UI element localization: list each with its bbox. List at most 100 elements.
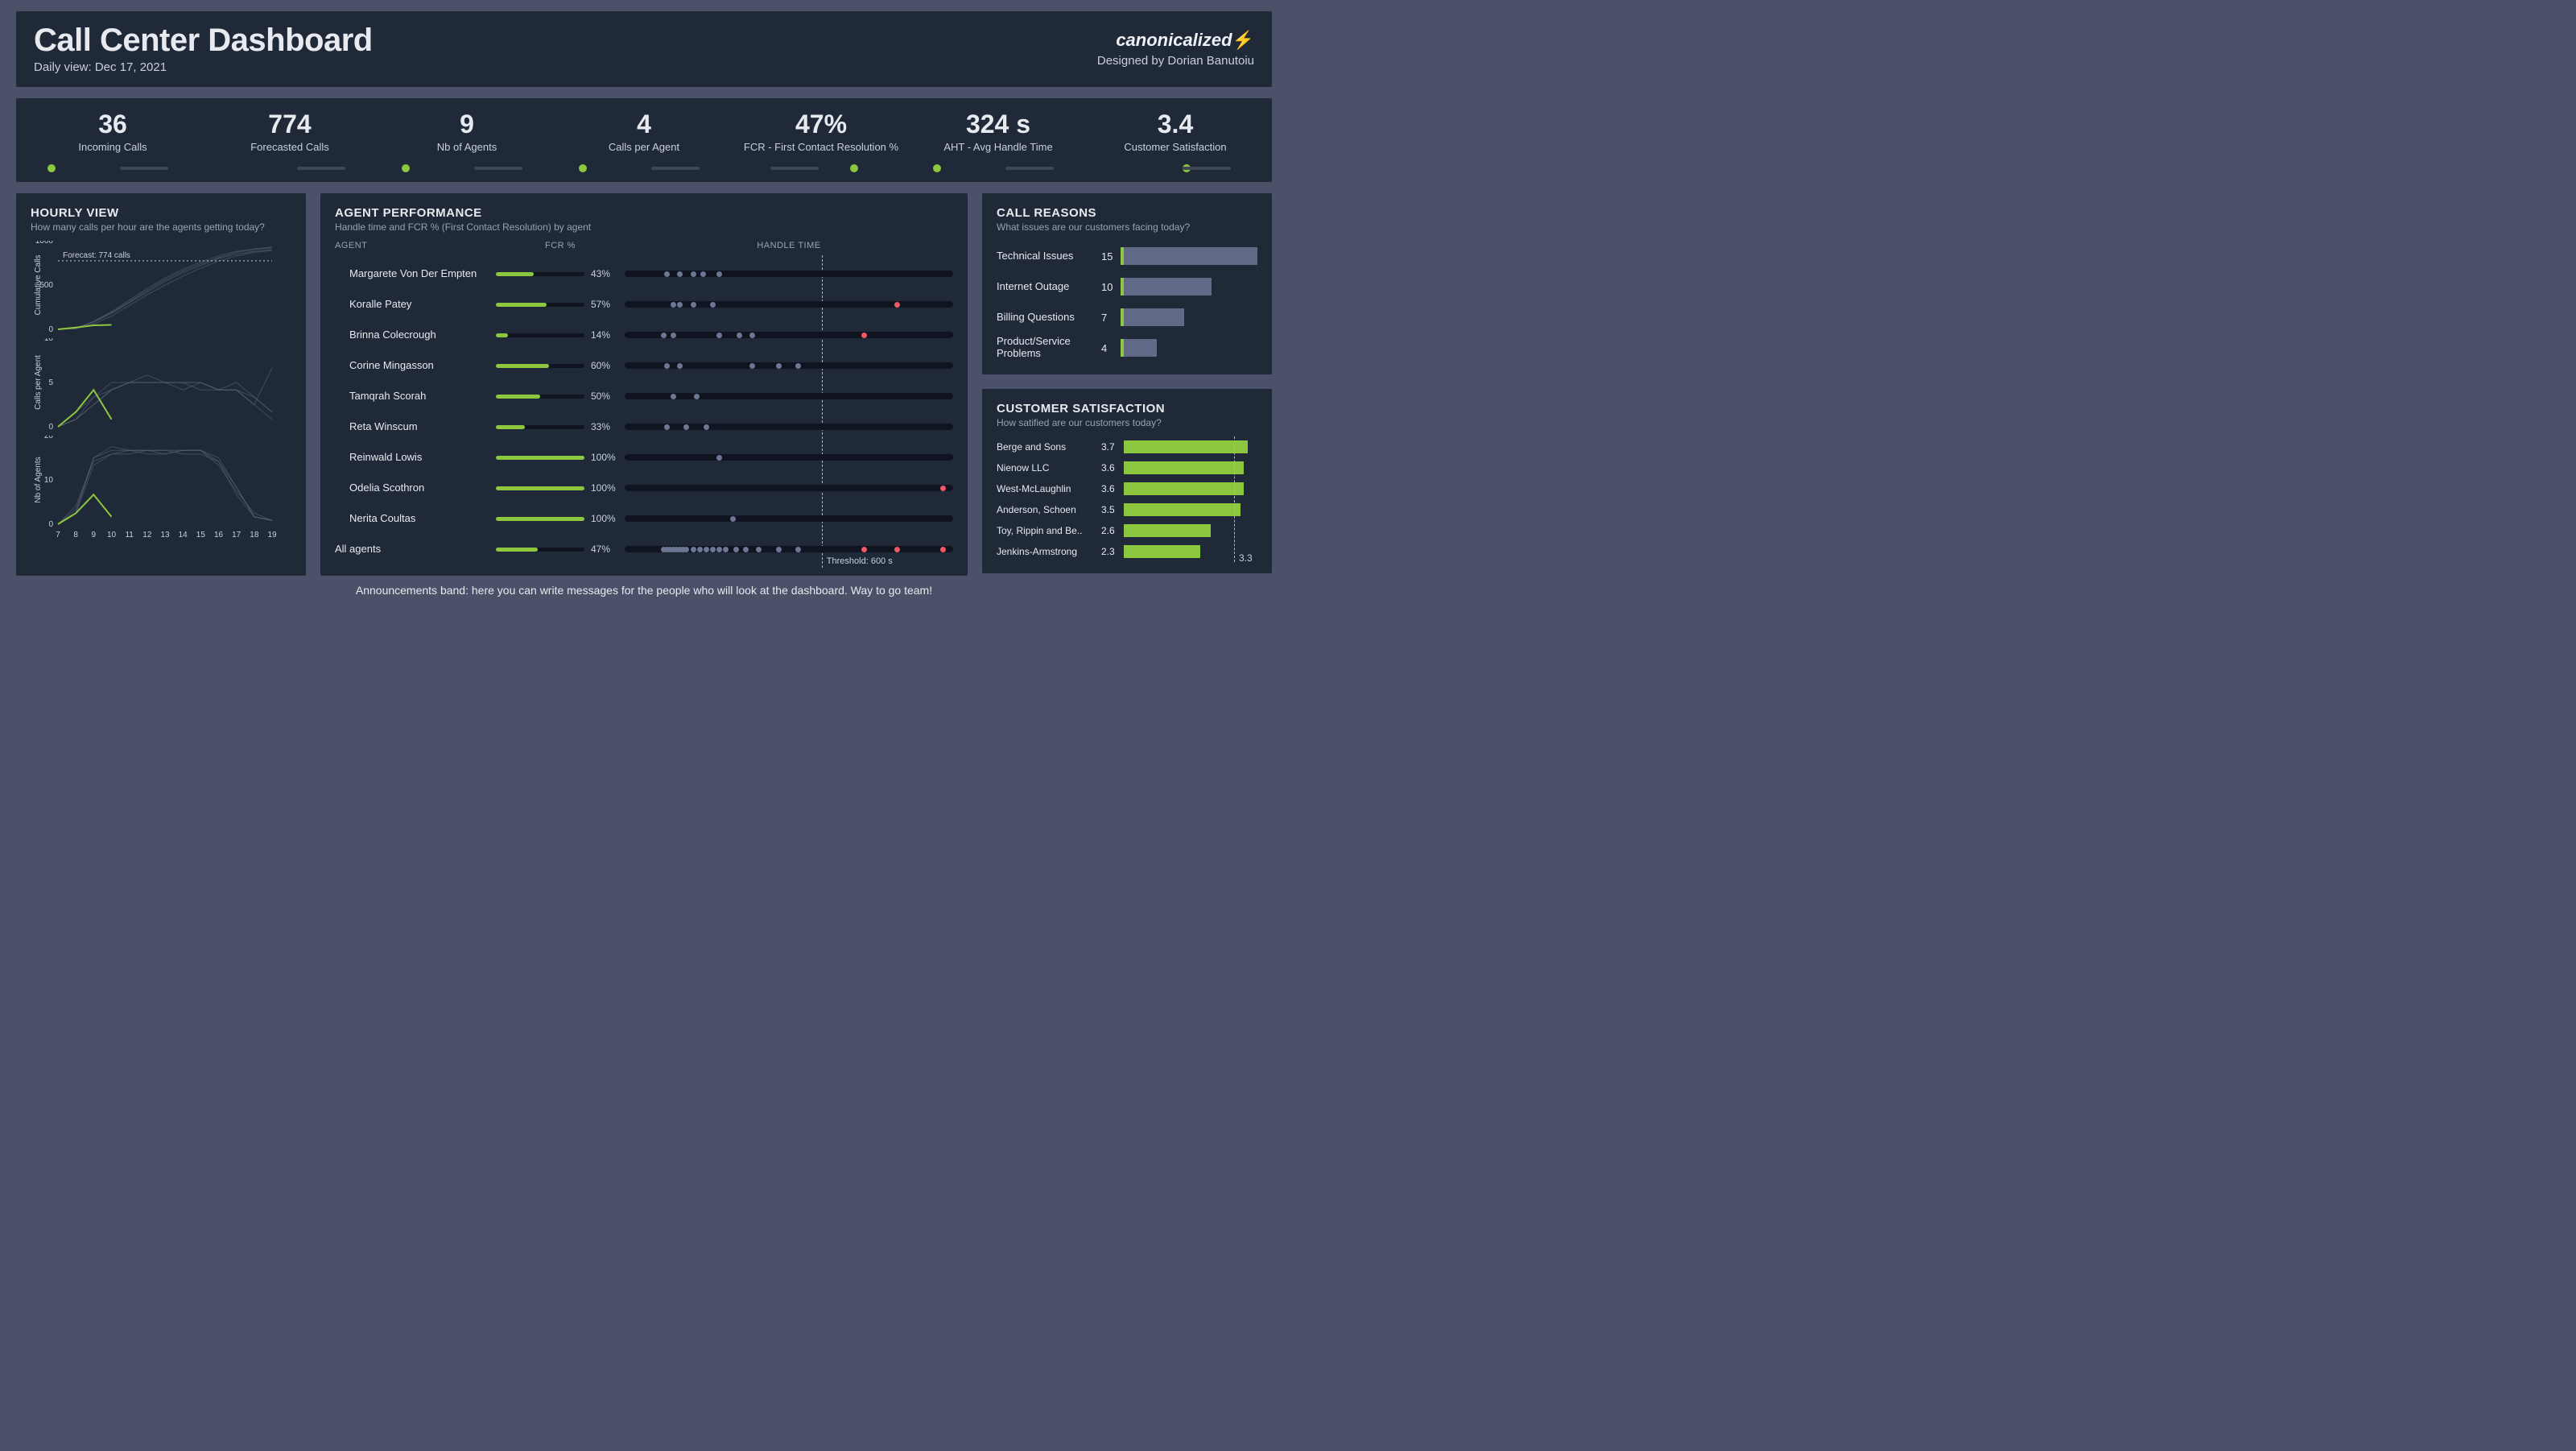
- csat-value: 3.6: [1101, 462, 1124, 473]
- kpi-label: Nb of Agents: [378, 141, 555, 153]
- csat-row: Nienow LLC 3.6: [997, 457, 1257, 478]
- col-handle-time: HANDLE TIME: [625, 241, 953, 250]
- csat-row: Jenkins-Armstrong 2.3: [997, 541, 1257, 562]
- fcr-pct: 57%: [584, 299, 625, 310]
- svg-text:1000: 1000: [35, 241, 54, 246]
- fcr-bar: [496, 486, 584, 490]
- svg-text:5: 5: [48, 378, 53, 387]
- kpi-strip: 36 Incoming Calls 774 Forecasted Calls 9…: [16, 98, 1272, 182]
- csat-bar: [1124, 524, 1211, 537]
- fcr-pct: 47%: [584, 544, 625, 555]
- agent-name: Reinwald Lowis: [335, 451, 496, 464]
- agent-name: Nerita Coultas: [335, 512, 496, 525]
- agent-name: Margarete Von Der Empten: [335, 267, 496, 280]
- svg-text:11: 11: [125, 531, 134, 539]
- kpi-5: 324 s AHT - Avg Handle Time: [910, 110, 1087, 174]
- reason-bar: [1121, 278, 1212, 296]
- csat-subtitle: How satified are our customers today?: [997, 417, 1257, 428]
- kpi-0: 36 Incoming Calls: [24, 110, 201, 174]
- call-reason-row: Internet Outage 10: [997, 271, 1257, 302]
- svg-text:Cumulative Calls: Cumulative Calls: [34, 254, 43, 315]
- csat-row: West-McLaughlin 3.6: [997, 478, 1257, 499]
- csat-company: West-McLaughlin: [997, 483, 1101, 494]
- agent-row: Corine Mingasson 60%: [335, 350, 953, 381]
- handle-time-strip: [625, 268, 953, 279]
- svg-text:Nb of Agents: Nb of Agents: [34, 457, 43, 502]
- agent-row: Nerita Coultas 100%: [335, 503, 953, 534]
- reason-label: Product/Service Problems: [997, 336, 1101, 360]
- csat-value: 3.6: [1101, 483, 1124, 494]
- agent-row: Brinna Colecrough 14%: [335, 320, 953, 350]
- agent-perf-title: AGENT PERFORMANCE: [335, 206, 953, 220]
- col-fcr: FCR %: [496, 241, 625, 250]
- svg-text:7: 7: [56, 531, 60, 539]
- svg-text:0: 0: [48, 520, 53, 529]
- agent-row: Reinwald Lowis 100%: [335, 442, 953, 473]
- header-panel: Call Center Dashboard Daily view: Dec 17…: [16, 11, 1272, 87]
- designed-by: Designed by Dorian Banutoiu: [1097, 54, 1254, 68]
- fcr-bar: [496, 548, 584, 552]
- svg-text:17: 17: [232, 531, 242, 539]
- agent-name: Koralle Patey: [335, 298, 496, 311]
- handle-time-strip: [625, 513, 953, 524]
- kpi-value: 4: [555, 110, 733, 139]
- fcr-pct: 100%: [584, 482, 625, 494]
- kpi-2: 9 Nb of Agents: [378, 110, 555, 174]
- handle-time-strip: [625, 391, 953, 402]
- kpi-4: 47% FCR - First Contact Resolution %: [733, 110, 910, 174]
- svg-text:9: 9: [92, 531, 97, 539]
- brand-logo: canonicalized⚡: [1097, 30, 1254, 51]
- hourly-card: HOURLY VIEW How many calls per hour are …: [16, 193, 306, 576]
- agent-performance-card: AGENT PERFORMANCE Handle time and FCR % …: [320, 193, 968, 576]
- fcr-bar: [496, 425, 584, 429]
- agent-row: Odelia Scothron 100%: [335, 473, 953, 503]
- fcr-pct: 60%: [584, 360, 625, 371]
- csat-title: CUSTOMER SATISFACTION: [997, 402, 1257, 415]
- svg-text:19: 19: [267, 531, 277, 539]
- fcr-bar: [496, 364, 584, 368]
- kpi-value: 36: [24, 110, 201, 139]
- kpi-value: 9: [378, 110, 555, 139]
- fcr-bar: [496, 303, 584, 307]
- svg-text:10: 10: [44, 476, 54, 485]
- fcr-pct: 14%: [584, 329, 625, 341]
- svg-text:10: 10: [107, 531, 117, 539]
- hourly-chart-0: 05001000Cumulative CallsForecast: 774 ca…: [31, 241, 291, 338]
- fcr-bar: [496, 272, 584, 276]
- call-reason-row: Technical Issues 15: [997, 241, 1257, 271]
- fcr-bar: [496, 456, 584, 460]
- call-reason-row: Billing Questions 7: [997, 302, 1257, 333]
- reason-bar: [1121, 339, 1157, 357]
- agent-row: Koralle Patey 57%: [335, 289, 953, 320]
- fcr-pct: 100%: [584, 452, 625, 463]
- reason-label: Technical Issues: [997, 250, 1101, 263]
- csat-reference-line: [1234, 436, 1235, 562]
- kpi-value: 774: [201, 110, 378, 139]
- page-subtitle: Daily view: Dec 17, 2021: [34, 60, 373, 74]
- kpi-label: Forecasted Calls: [201, 141, 378, 153]
- kpi-value: 47%: [733, 110, 910, 139]
- page-title: Call Center Dashboard: [34, 23, 373, 59]
- reason-bar: [1121, 247, 1257, 265]
- agent-name: Reta Winscum: [335, 420, 496, 433]
- handle-time-strip: [625, 421, 953, 432]
- threshold-label: Threshold: 600 s: [827, 556, 893, 566]
- fcr-pct: 43%: [584, 268, 625, 279]
- svg-text:Calls per Agent: Calls per Agent: [34, 355, 43, 410]
- reason-value: 15: [1101, 250, 1121, 263]
- kpi-6: 3.4 Customer Satisfaction: [1087, 110, 1264, 174]
- announcement-footer: Announcements band: here you can write m…: [16, 584, 1272, 597]
- svg-text:8: 8: [73, 531, 78, 539]
- fcr-bar: [496, 517, 584, 521]
- csat-row: Toy, Rippin and Be.. 2.6: [997, 520, 1257, 541]
- svg-text:18: 18: [250, 531, 259, 539]
- svg-text:12: 12: [142, 531, 152, 539]
- svg-text:10: 10: [44, 338, 54, 343]
- reason-label: Billing Questions: [997, 312, 1101, 324]
- svg-text:15: 15: [196, 531, 206, 539]
- kpi-label: Incoming Calls: [24, 141, 201, 153]
- hourly-chart-2: 01020Nb of Agents78910111213141516171819: [31, 436, 291, 546]
- csat-row: Anderson, Schoen 3.5: [997, 499, 1257, 520]
- agent-row: Margarete Von Der Empten 43%: [335, 258, 953, 289]
- fcr-pct: 50%: [584, 391, 625, 402]
